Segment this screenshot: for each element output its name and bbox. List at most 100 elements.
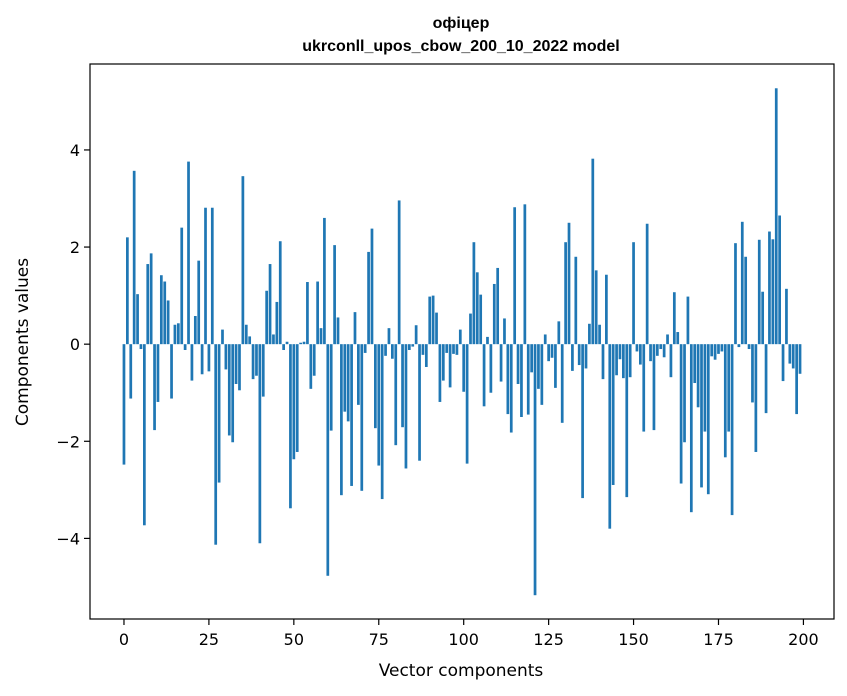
- bar: [231, 344, 235, 443]
- bar: [513, 207, 517, 345]
- bar: [608, 344, 612, 529]
- bar: [486, 336, 489, 345]
- bar: [645, 223, 649, 345]
- bar: [706, 344, 710, 495]
- bar: [567, 222, 571, 345]
- bar: [448, 344, 452, 388]
- bar: [530, 344, 533, 373]
- bar: [713, 344, 717, 360]
- bar: [520, 344, 523, 417]
- bar: [234, 344, 238, 384]
- bar: [428, 296, 432, 345]
- bar: [397, 200, 401, 345]
- bar: [577, 344, 581, 366]
- x-tick-label: 100: [448, 630, 479, 649]
- bar: [642, 344, 646, 432]
- bar: [693, 344, 697, 384]
- plot-frame: [89, 63, 835, 620]
- bar: [469, 313, 472, 345]
- bar: [210, 207, 214, 345]
- bar: [720, 344, 724, 352]
- bar: [516, 344, 520, 384]
- bar: [353, 312, 357, 345]
- bar: [251, 344, 255, 380]
- bar: [306, 282, 309, 345]
- bar: [272, 334, 275, 345]
- bar: [754, 344, 758, 452]
- y-tick-label: −4: [56, 529, 80, 548]
- bar: [618, 344, 622, 360]
- bar: [312, 344, 316, 376]
- bar: [764, 344, 768, 414]
- bar: [672, 292, 676, 345]
- bars-group: [122, 88, 802, 596]
- bar: [740, 221, 744, 345]
- y-tick-label: 2: [70, 238, 80, 257]
- bar: [394, 344, 398, 446]
- bar: [543, 334, 547, 345]
- bar: [496, 267, 500, 345]
- bar: [377, 344, 381, 466]
- bar: [176, 323, 180, 345]
- bar: [238, 344, 241, 391]
- bar: [244, 324, 248, 345]
- bar: [700, 344, 703, 488]
- bar: [492, 283, 496, 345]
- bar: [197, 260, 201, 345]
- bar: [649, 344, 652, 362]
- bar: [622, 344, 625, 379]
- bar: [689, 344, 693, 513]
- x-tick-label: 0: [119, 630, 129, 649]
- bar: [683, 344, 686, 443]
- bar: [139, 344, 143, 350]
- bar: [598, 324, 601, 345]
- bar: [309, 344, 313, 389]
- bar: [734, 243, 737, 345]
- y-axis-label: Components values: [13, 258, 33, 426]
- bar: [628, 344, 632, 378]
- bar: [387, 328, 391, 345]
- bar: [401, 344, 404, 428]
- bar: [506, 344, 510, 415]
- bar: [360, 344, 364, 491]
- bar: [357, 344, 360, 405]
- bar: [380, 344, 384, 500]
- bar: [533, 344, 537, 596]
- bar: [370, 228, 374, 345]
- bar: [275, 301, 279, 345]
- bar: [774, 88, 778, 345]
- bar: [323, 217, 326, 345]
- y-tick-label: 0: [70, 335, 80, 354]
- bar: [652, 344, 656, 431]
- bar: [346, 344, 350, 422]
- bar: [547, 344, 550, 362]
- bar: [173, 324, 177, 345]
- bar: [771, 239, 775, 345]
- chart-title-line1: офіцер: [433, 15, 490, 32]
- bar: [550, 344, 554, 358]
- bar: [190, 344, 194, 381]
- bar: [472, 242, 476, 345]
- bar: [581, 344, 584, 499]
- bar: [340, 344, 343, 496]
- bar: [509, 344, 513, 433]
- bar: [414, 325, 418, 345]
- bar: [333, 245, 336, 345]
- bar: [584, 344, 588, 369]
- bar: [540, 344, 544, 405]
- bar: [557, 321, 561, 345]
- bar: [676, 332, 680, 345]
- bar: [785, 288, 788, 345]
- bar: [146, 264, 150, 345]
- bar: [163, 281, 167, 345]
- bar: [659, 344, 663, 350]
- bar: [625, 344, 629, 498]
- bar: [367, 251, 370, 345]
- bar: [183, 344, 187, 350]
- bar: [482, 344, 486, 407]
- bar: [669, 344, 673, 378]
- bar: [248, 336, 252, 345]
- bar: [768, 231, 771, 345]
- bar: [149, 253, 153, 345]
- bar: [788, 344, 792, 364]
